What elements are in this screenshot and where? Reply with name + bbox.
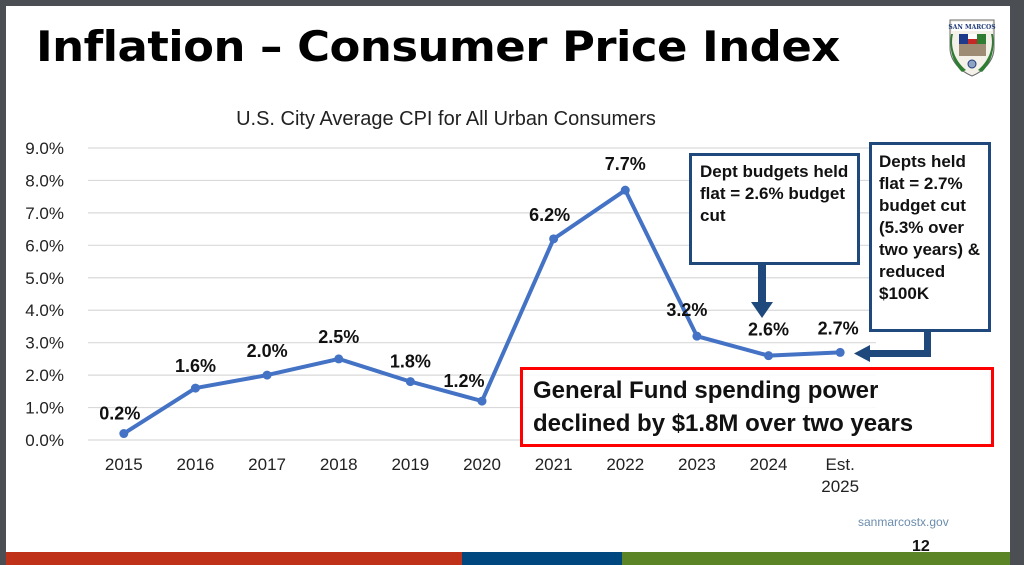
data-label: 2.0% xyxy=(247,341,288,361)
data-point xyxy=(262,370,272,380)
callout-dept-budgets: Dept budgets held flat = 2.6% budget cut xyxy=(689,153,860,265)
slide-title: Inflation – Consumer Price Index xyxy=(36,22,840,71)
x-tick-label: Est. xyxy=(826,455,855,474)
x-tick-label: 2025 xyxy=(821,477,859,496)
data-point xyxy=(764,351,774,361)
data-label: 0.2% xyxy=(99,404,140,424)
x-tick-label: 2022 xyxy=(606,455,644,474)
data-label: 7.7% xyxy=(605,154,646,174)
y-tick-label: 2.0% xyxy=(25,366,64,385)
data-point xyxy=(477,396,487,406)
x-tick-label: 2020 xyxy=(463,455,501,474)
callout-depts-held-flat: Depts held flat = 2.7% budget cut (5.3% … xyxy=(869,142,991,332)
cpi-line-chart: U.S. City Average CPI for All Urban Cons… xyxy=(25,108,931,496)
data-point xyxy=(835,347,845,357)
y-tick-label: 5.0% xyxy=(25,269,64,288)
data-point xyxy=(334,354,344,364)
data-label: 2.6% xyxy=(748,320,789,340)
data-point xyxy=(620,185,630,195)
x-tick-label: 2024 xyxy=(750,455,788,474)
x-tick-label: 2019 xyxy=(391,455,429,474)
slide: Inflation – Consumer Price Index SAN MAR… xyxy=(6,6,1010,565)
data-point xyxy=(119,429,129,439)
callout-arrows xyxy=(751,265,931,362)
footer-band-red xyxy=(6,552,462,565)
page-number: 12 xyxy=(912,538,930,555)
x-tick-label: 2018 xyxy=(320,455,358,474)
y-tick-label: 3.0% xyxy=(25,334,64,353)
chart-title: U.S. City Average CPI for All Urban Cons… xyxy=(236,108,656,130)
arrow-left-head xyxy=(854,345,870,362)
data-label: 1.2% xyxy=(443,371,484,391)
x-tick-label: 2016 xyxy=(177,455,215,474)
data-label: 1.8% xyxy=(390,352,431,372)
alert-line-1: General Fund spending power xyxy=(533,377,879,404)
arrow-left-shaft-vertical xyxy=(924,332,931,357)
alert-line-2: declined by $1.8M over two years xyxy=(533,410,914,437)
spending-power-alert: General Fund spending power declined by … xyxy=(520,367,994,447)
data-label: 2.7% xyxy=(818,318,859,338)
x-tick-label: 2021 xyxy=(535,455,573,474)
y-tick-label: 0.0% xyxy=(25,431,64,450)
data-point xyxy=(549,234,559,244)
x-tick-label: 2015 xyxy=(105,455,143,474)
y-tick-label: 8.0% xyxy=(25,171,64,190)
data-label: 3.2% xyxy=(666,300,707,320)
website-link[interactable]: sanmarcostx.gov xyxy=(858,515,949,529)
footer-band-green xyxy=(622,552,1010,565)
data-label: 2.5% xyxy=(318,327,359,347)
y-tick-label: 9.0% xyxy=(25,139,64,158)
x-tick-label: 2017 xyxy=(248,455,286,474)
svg-text:SAN MARCOS: SAN MARCOS xyxy=(948,24,995,31)
x-tick-label: 2023 xyxy=(678,455,716,474)
arrow-left-shaft-horizontal xyxy=(868,350,931,357)
arrow-down-head xyxy=(751,302,773,318)
data-point xyxy=(405,377,415,387)
y-tick-label: 4.0% xyxy=(25,301,64,320)
data-point xyxy=(692,331,702,341)
data-point xyxy=(190,383,200,393)
y-tick-label: 1.0% xyxy=(25,399,64,418)
data-label: 1.6% xyxy=(175,356,216,376)
y-tick-label: 7.0% xyxy=(25,204,64,223)
city-seal-logo: SAN MARCOS xyxy=(948,19,996,77)
footer-band-blue xyxy=(462,552,622,565)
arrow-down-shaft xyxy=(758,265,766,303)
y-tick-label: 6.0% xyxy=(25,236,64,255)
data-label: 6.2% xyxy=(529,205,570,225)
